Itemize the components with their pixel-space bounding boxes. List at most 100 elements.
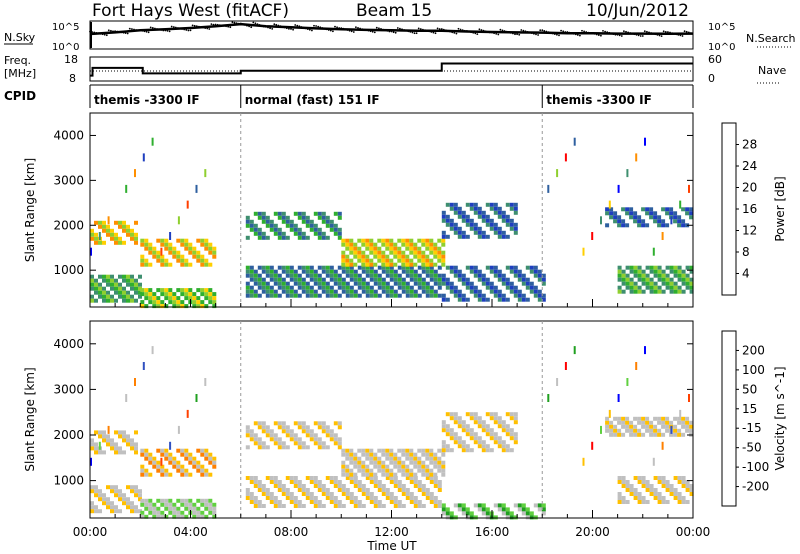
heatmap-cell [409,476,414,480]
heatmap-cell [134,169,136,178]
heatmap-cell [196,238,201,243]
heatmap-cell [297,273,302,278]
heatmap-cell [269,496,274,500]
heatmap-cell [144,292,149,297]
heatmap-cell [110,298,114,303]
heatmap-cell [421,464,426,469]
heatmap-cell [321,265,326,270]
heatmap-cell [453,515,458,520]
heatmap-cell [160,448,165,453]
heatmap-cell [641,269,646,274]
heatmap-cell [164,292,169,297]
heatmap-cell [633,215,638,220]
heatmap-cell [297,484,302,488]
nsky-point [147,31,150,34]
heatmap-cell [188,292,193,297]
heatmap-cell [168,460,173,465]
heatmap-cell [365,448,370,453]
x-tick-label: 20:00 [575,525,610,539]
heatmap-cell [513,503,518,508]
heatmap-cell [134,278,138,283]
heatmap-cell [353,246,358,251]
nsky-point [618,34,621,37]
heatmap-cell [261,425,266,430]
heatmap-cell [301,421,306,426]
heatmap-cell [349,277,354,282]
heatmap-cell [409,448,414,453]
heatmap-cell [257,293,262,298]
heatmap-cell [164,452,169,457]
heatmap-cell [617,273,622,278]
heatmap-cell [433,476,438,480]
heatmap-cell [541,507,546,512]
heatmap-cell [106,290,110,295]
heatmap-cell [164,304,169,309]
heatmap-cell [134,298,138,303]
heatmap-cell [176,296,181,301]
heatmap-cell [649,484,654,488]
heatmap-cell [445,428,450,433]
nsky-point [629,32,632,34]
heatmap-cell [453,222,458,227]
heatmap-cell [437,500,442,504]
heatmap-cell [341,468,346,473]
heatmap-cell [349,468,354,473]
heatmap-cell [180,258,185,263]
heatmap-cell [261,215,266,220]
heatmap-cell [373,472,378,477]
heatmap-cell [160,464,165,469]
heatmap-cell [669,289,674,294]
heatmap-cell [381,464,386,469]
heatmap-cell [361,250,366,255]
heatmap-cell [429,273,434,278]
heatmap-cell [453,436,458,441]
heatmap-cell [441,503,446,508]
heatmap-cell [138,294,142,299]
heatmap-cell [261,289,266,294]
heatmap-cell [629,488,634,492]
nsky-point [430,31,433,33]
nsky-point [683,30,686,33]
heatmap-cell [90,438,94,443]
heatmap-cell [365,289,370,294]
heatmap-cell [461,297,466,302]
heatmap-cell [114,489,118,494]
heatmap-cell [513,420,518,425]
heatmap-cell [301,211,306,216]
heatmap-cell [653,476,658,480]
heatmap-cell [309,273,314,278]
heatmap-cell [401,289,406,294]
heatmap-cell [653,289,658,294]
heatmap-cell [465,412,470,417]
heatmap-cell [313,476,318,480]
heatmap-cell [333,273,338,278]
heatmap-cell [629,211,634,216]
heatmap-cell [441,234,446,239]
heatmap-cell [269,277,274,282]
heatmap-cell [321,269,326,274]
heatmap-cell [289,496,294,500]
heatmap-cell [481,448,486,453]
nsky-point [352,31,355,33]
heatmap-cell [449,281,454,286]
heatmap-cell [393,484,398,488]
heatmap-cell [301,235,306,240]
heatmap-cell [313,231,318,236]
heatmap-cell [449,436,454,441]
nsky-point [193,24,196,27]
heatmap-cell [493,515,498,520]
heatmap-cell [114,509,118,514]
heatmap-cell [357,258,362,263]
heatmap-cell [313,480,318,484]
heatmap-cell [277,441,282,446]
heatmap-cell [90,278,94,283]
heatmap-cell [517,293,522,298]
heatmap-cell [652,457,655,466]
heatmap-cell [349,480,354,484]
x-axis-title: Time UT [366,539,417,553]
heatmap-cell [168,242,173,247]
heatmap-cell [245,293,250,298]
heatmap-cell [257,277,262,282]
heatmap-cell [261,269,266,274]
heatmap-cell [481,210,486,215]
